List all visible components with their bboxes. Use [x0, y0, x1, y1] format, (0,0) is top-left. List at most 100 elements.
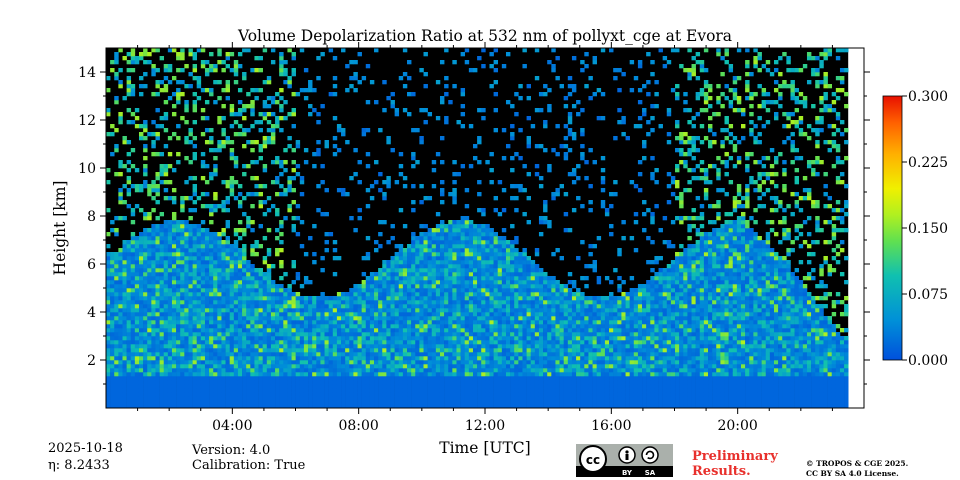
heatmap-cell	[233, 244, 239, 249]
heatmap-cell	[505, 332, 511, 337]
heatmap-cell	[258, 368, 263, 373]
heatmap-cell	[196, 228, 202, 233]
heatmap-cell	[204, 348, 210, 353]
heatmap-cell	[464, 364, 470, 369]
heatmap-cell	[192, 300, 198, 305]
heatmap-cell	[200, 328, 206, 333]
heatmap-cell	[464, 224, 470, 229]
heatmap-cell	[320, 392, 325, 397]
heatmap-cell	[341, 132, 346, 137]
heatmap-cell	[163, 340, 169, 345]
heatmap-cell	[303, 324, 309, 329]
heatmap-cell	[151, 400, 156, 405]
heatmap-cell	[270, 124, 276, 129]
heatmap-cell	[176, 100, 181, 105]
heatmap-cell	[514, 276, 519, 281]
heatmap-cell	[134, 108, 140, 113]
heatmap-cell	[167, 64, 173, 69]
heatmap-cell	[468, 292, 474, 297]
heatmap-cell	[448, 384, 453, 389]
heatmap-cell	[254, 68, 259, 73]
heatmap-cell	[196, 324, 202, 329]
heatmap-cell	[217, 236, 222, 241]
heatmap-cell	[221, 404, 226, 409]
heatmap-cell	[171, 340, 177, 345]
heatmap-cell	[242, 336, 247, 341]
heatmap-cell	[452, 268, 457, 273]
heatmap-cell	[287, 184, 292, 189]
heatmap-cell	[522, 392, 527, 397]
heatmap-cell	[452, 240, 457, 245]
heatmap-cell	[176, 260, 181, 265]
heatmap-cell	[361, 384, 367, 389]
heatmap-cell	[126, 328, 132, 333]
heatmap-cell	[324, 316, 329, 321]
heatmap-cell	[431, 404, 437, 409]
heatmap-cell	[246, 264, 251, 269]
heatmap-cell	[225, 80, 230, 85]
heatmap-cell	[477, 404, 482, 409]
heatmap-cell	[456, 280, 461, 285]
heatmap-cell	[378, 340, 383, 345]
heatmap-cell	[460, 240, 466, 245]
heatmap-cell	[341, 404, 346, 409]
heatmap-cell	[167, 240, 173, 245]
heatmap-cell	[357, 328, 362, 333]
heatmap-cell	[242, 48, 247, 53]
heatmap-cell	[188, 284, 193, 289]
heatmap-cell	[196, 316, 202, 321]
heatmap-cell	[254, 356, 259, 361]
heatmap-cell	[258, 280, 263, 285]
heatmap-cell	[151, 272, 156, 277]
heatmap-cell	[213, 232, 218, 237]
heatmap-cell	[167, 220, 173, 225]
heatmap-cell	[287, 204, 292, 209]
heatmap-cell	[324, 188, 329, 193]
heatmap-cell	[485, 264, 490, 269]
heatmap-cell	[167, 388, 173, 393]
heatmap-cell	[270, 112, 276, 117]
heatmap-cell	[510, 312, 515, 317]
heatmap-cell	[497, 256, 503, 261]
heatmap-cell	[522, 344, 527, 349]
heatmap-cell	[423, 196, 428, 201]
heatmap-cell	[266, 356, 272, 361]
heatmap-cell	[308, 404, 313, 409]
heatmap-cell	[143, 336, 148, 341]
heatmap-cell	[378, 328, 383, 333]
heatmap-cell	[320, 52, 325, 57]
heatmap-cell	[468, 284, 474, 289]
heatmap-cell	[407, 272, 412, 277]
heatmap-cell	[402, 264, 408, 269]
heatmap-cell	[378, 400, 383, 405]
heatmap-cell	[439, 372, 445, 377]
heatmap-cell	[514, 352, 519, 357]
heatmap-cell	[336, 384, 342, 389]
heatmap-cell	[163, 284, 169, 289]
heatmap-cell	[159, 328, 165, 333]
heatmap-cell	[481, 252, 486, 257]
heatmap-cell	[456, 396, 461, 401]
heatmap-cell	[188, 280, 193, 285]
heatmap-cell	[435, 384, 441, 389]
heatmap-cell	[176, 248, 181, 253]
heatmap-cell	[143, 340, 148, 345]
heatmap-cell	[287, 356, 292, 361]
heatmap-cell	[468, 396, 474, 401]
heatmap-cell	[151, 224, 156, 229]
heatmap-cell	[254, 252, 259, 257]
heatmap-cell	[427, 396, 433, 401]
heatmap-cell	[435, 244, 441, 249]
heatmap-cell	[345, 140, 350, 145]
heatmap-cell	[493, 380, 499, 385]
heatmap-cell	[270, 300, 276, 305]
heatmap-cell	[390, 148, 395, 153]
heatmap-cell	[266, 264, 272, 269]
heatmap-cell	[390, 272, 395, 277]
heatmap-cell	[308, 364, 313, 369]
heatmap-cell	[126, 88, 132, 93]
heatmap-cell	[229, 372, 235, 377]
heatmap-cell	[489, 396, 494, 401]
heatmap-cell	[151, 308, 156, 313]
heatmap-cell	[242, 388, 247, 393]
